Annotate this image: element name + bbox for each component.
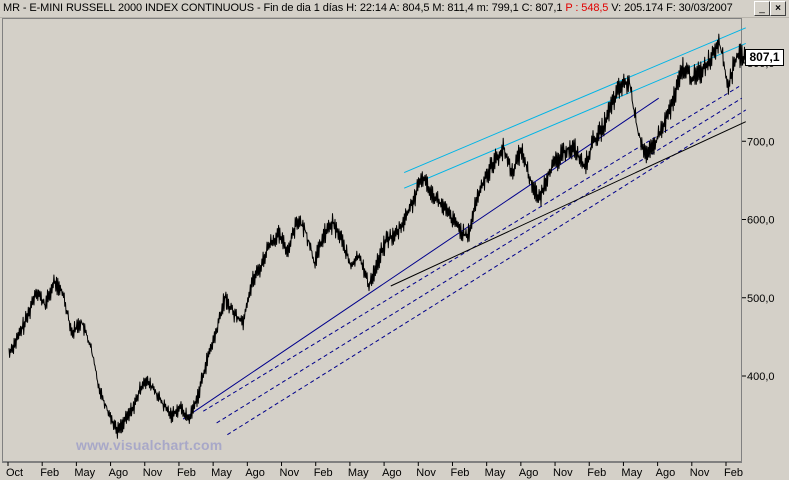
f-value: 30/03/2007 (678, 2, 733, 14)
h-value: 22:14 (359, 2, 387, 14)
x-tick-label: Feb (450, 467, 469, 479)
trend-line-blue (182, 97, 659, 420)
y-tick-label: 400,0 (747, 371, 775, 383)
x-tick-label: Ago (519, 467, 539, 479)
title-prefix: MR - E-MINI RUSSELL 2000 INDEX CONTINUOU… (3, 2, 344, 14)
trend-line-cyan (403, 27, 746, 174)
x-tick-label: Ago (382, 467, 402, 479)
x-tick-label: Feb (587, 467, 606, 479)
x-tick-label: Nov (553, 467, 573, 479)
x-axis (2, 462, 742, 480)
x-tick-label: Feb (724, 467, 743, 479)
x-tick-label: Ago (245, 467, 265, 479)
p-value: 548,5 (581, 2, 609, 14)
x-tick-label: Nov (143, 467, 163, 479)
max-value: 811,4 (447, 2, 474, 14)
v-label: V: (611, 2, 622, 14)
min-label: m: (476, 2, 489, 14)
title-bar: MR - E-MINI RUSSELL 2000 INDEX CONTINUOU… (0, 0, 789, 18)
x-tick-label: Feb (314, 467, 333, 479)
c-label: C: (521, 2, 533, 14)
x-tick-label: Ago (109, 467, 129, 479)
trend-line-blue (227, 109, 747, 436)
x-tick-label: May (485, 467, 506, 479)
x-tick-label: May (348, 467, 369, 479)
c-value: 807,1 (535, 2, 563, 14)
minimize-button[interactable]: _ (754, 1, 770, 16)
y-tick-label: 500,0 (747, 293, 775, 305)
x-tick-label: Nov (280, 467, 300, 479)
x-tick-label: Feb (177, 467, 196, 479)
f-label: F: (666, 2, 676, 14)
last-price-label: 807,1 (745, 49, 784, 66)
y-tick-label: 700,0 (747, 136, 775, 148)
y-tick-label: 600,0 (747, 215, 775, 227)
window-title: MR - E-MINI RUSSELL 2000 INDEX CONTINUOU… (3, 2, 733, 14)
x-tick-label: May (74, 467, 95, 479)
x-tick-label: Ago (656, 467, 676, 479)
x-tick-label: Nov (690, 467, 710, 479)
watermark: www.visualchart.com (76, 437, 223, 453)
trend-line-blue (216, 97, 743, 424)
x-tick-label: May (211, 467, 232, 479)
a-value: 804,5 (402, 2, 430, 14)
x-tick-label: Oct (6, 467, 23, 479)
max-label: M: (432, 2, 445, 14)
a-label: A: (389, 2, 400, 14)
price-series-line (8, 33, 747, 439)
y-axis (742, 18, 789, 462)
trend-line-black (390, 121, 746, 287)
v-value: 205.174 (624, 2, 664, 14)
x-tick-label: Feb (40, 467, 59, 479)
p-label: P : (565, 2, 579, 14)
h-label: H: (346, 2, 357, 14)
x-tick-label: Nov (416, 467, 436, 479)
x-tick-label: May (621, 467, 642, 479)
min-value: 799,1 (491, 2, 519, 14)
close-button[interactable]: × (770, 1, 786, 16)
